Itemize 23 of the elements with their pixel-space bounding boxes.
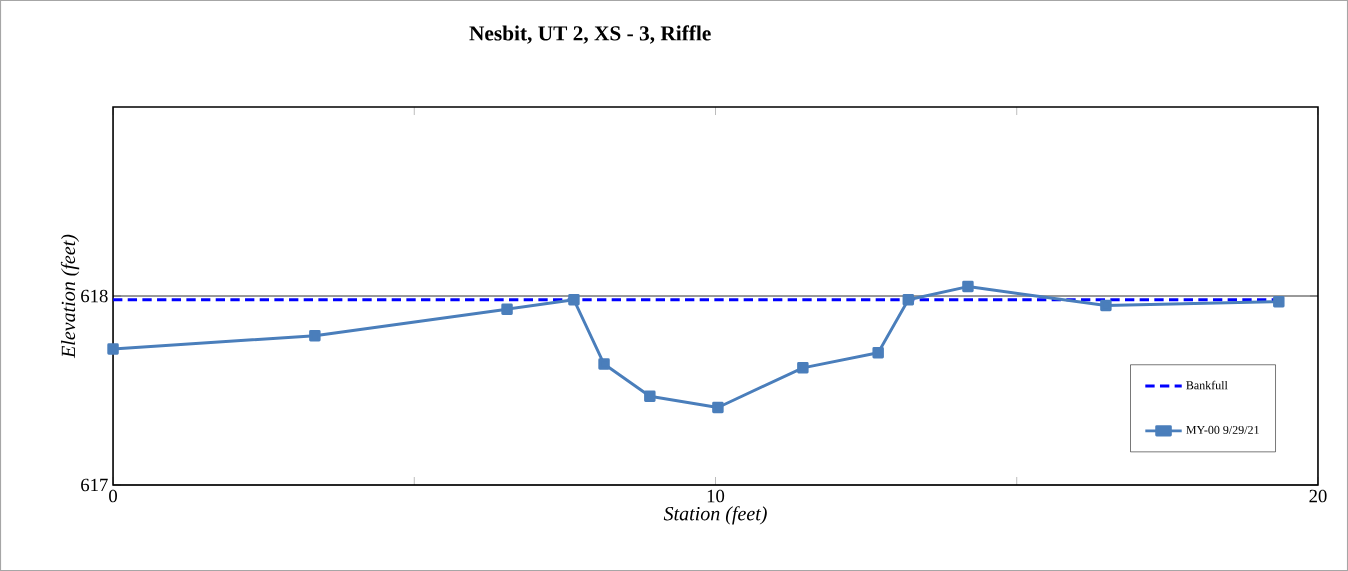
point	[1273, 295, 1285, 308]
point	[797, 362, 809, 374]
legend-label: Bankfull	[1186, 380, 1228, 390]
point	[712, 401, 724, 414]
point	[902, 294, 915, 306]
point	[501, 303, 513, 315]
x-tick-label: 0	[109, 489, 117, 503]
point	[309, 329, 321, 342]
point	[872, 346, 884, 359]
x-tick-label: 10	[707, 489, 725, 503]
chart-title: Nesbit, UT 2, XS - 3, Riffle	[469, 25, 711, 44]
point	[644, 390, 656, 402]
y-axis-title: Elevation (feet)	[60, 234, 80, 359]
y-tick-label: 618	[81, 289, 108, 303]
point	[568, 294, 580, 306]
point	[962, 280, 974, 293]
point	[598, 358, 610, 370]
point	[1100, 299, 1112, 312]
point	[107, 343, 119, 355]
legend-label: MY-00 9/29/21	[1186, 425, 1259, 434]
x-axis-title: Station (feet)	[663, 506, 767, 525]
x-tick-label: 20	[1309, 489, 1327, 503]
y-tick-label: 617	[81, 478, 108, 492]
